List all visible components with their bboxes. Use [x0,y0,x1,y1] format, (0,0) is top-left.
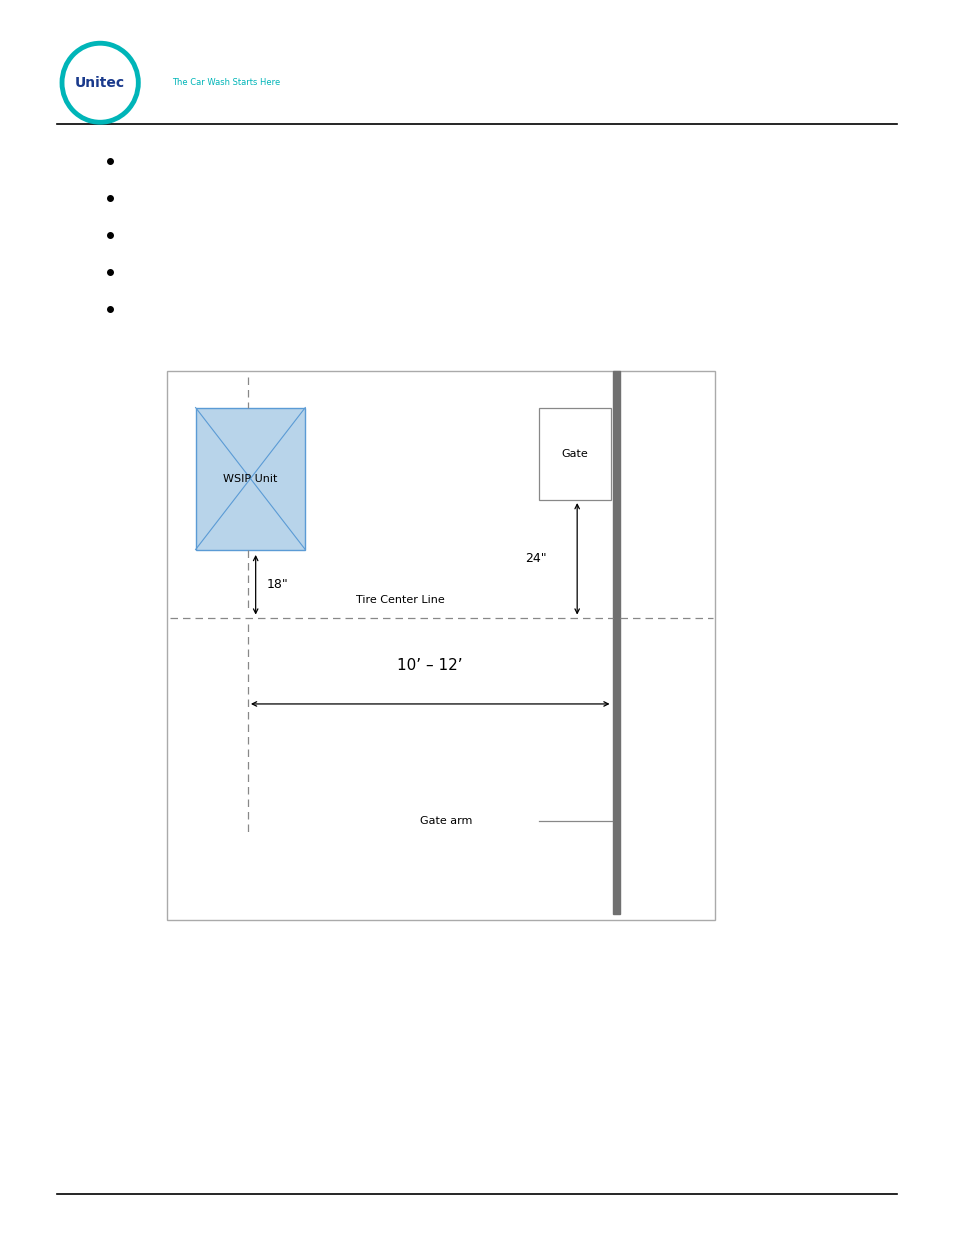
Text: WSIP Unit: WSIP Unit [223,473,277,484]
Text: 24": 24" [524,552,546,566]
Bar [195,408,305,550]
Bar [613,370,619,914]
Text: Gate: Gate [560,448,588,459]
Text: Gate arm: Gate arm [419,816,472,826]
Bar [538,408,610,500]
Text: The Car Wash Starts Here: The Car Wash Starts Here [172,78,279,88]
Text: Unitec: Unitec [75,75,125,90]
Text: 18": 18" [267,578,289,592]
Text: Tire Center Line: Tire Center Line [355,595,445,605]
Text: 10’ – 12’: 10’ – 12’ [397,658,462,673]
Bar [167,370,715,920]
